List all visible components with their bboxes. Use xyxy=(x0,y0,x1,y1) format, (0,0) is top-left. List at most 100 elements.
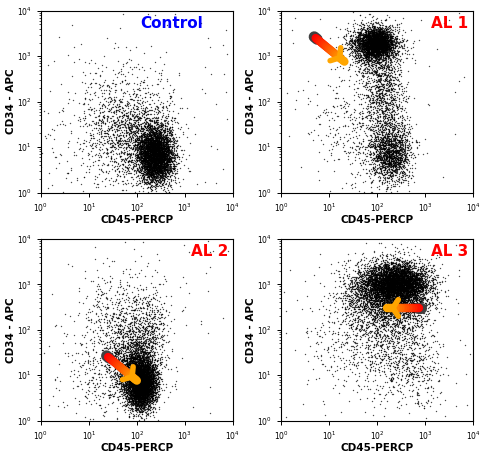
Point xyxy=(379,39,386,47)
Point xyxy=(368,14,376,21)
Point xyxy=(141,385,149,392)
Point xyxy=(157,319,165,327)
Point xyxy=(373,333,381,340)
Point xyxy=(369,43,377,50)
Point xyxy=(383,169,391,177)
Point xyxy=(382,140,390,147)
Point xyxy=(417,280,425,287)
Point xyxy=(118,325,126,332)
Point xyxy=(158,176,166,184)
Point xyxy=(375,265,383,272)
Point xyxy=(144,389,152,396)
Point xyxy=(164,139,172,146)
Point xyxy=(372,265,380,273)
Point xyxy=(127,340,135,347)
Point xyxy=(145,383,153,391)
Point xyxy=(410,282,417,289)
Point xyxy=(360,32,367,39)
Point xyxy=(396,281,403,288)
Point xyxy=(161,144,169,151)
Point xyxy=(369,269,377,276)
Point xyxy=(431,291,439,298)
Point xyxy=(383,301,391,308)
Point xyxy=(383,177,391,185)
Point xyxy=(340,280,347,287)
Point xyxy=(382,274,390,282)
Point xyxy=(368,46,376,54)
Point xyxy=(122,363,130,370)
Point xyxy=(138,366,146,373)
Point xyxy=(370,59,378,66)
Point xyxy=(135,147,142,154)
Point xyxy=(122,354,130,362)
Point xyxy=(139,374,146,381)
Point xyxy=(389,283,397,290)
Point xyxy=(336,278,344,285)
Point xyxy=(384,280,392,287)
Point xyxy=(410,278,418,285)
Point xyxy=(144,11,152,18)
Point xyxy=(383,158,391,165)
Point xyxy=(130,397,138,404)
Point xyxy=(145,373,153,381)
Point xyxy=(156,158,164,166)
Point xyxy=(388,22,396,29)
Point xyxy=(122,314,130,321)
Point xyxy=(385,69,393,77)
Point xyxy=(371,257,379,264)
Point xyxy=(365,109,373,117)
Point xyxy=(375,283,383,291)
Point xyxy=(384,267,392,274)
Point xyxy=(155,147,162,155)
Point xyxy=(358,358,366,366)
Point xyxy=(377,42,385,49)
Point xyxy=(145,164,153,172)
Point xyxy=(374,41,382,49)
Point xyxy=(153,152,160,159)
Point xyxy=(139,390,146,397)
Point xyxy=(380,167,387,174)
Point xyxy=(378,108,386,116)
Point xyxy=(139,375,146,383)
Point xyxy=(135,389,142,396)
Point xyxy=(128,304,136,311)
Point xyxy=(156,146,164,154)
Point xyxy=(129,388,137,396)
Point xyxy=(382,129,390,136)
Point xyxy=(142,362,150,369)
Point xyxy=(130,147,138,155)
Point xyxy=(148,366,156,374)
Point xyxy=(364,158,372,165)
Point xyxy=(149,153,156,160)
Point xyxy=(204,288,212,295)
Point xyxy=(366,25,374,33)
Point xyxy=(365,35,373,43)
Point xyxy=(136,386,144,394)
Point xyxy=(374,285,382,292)
Point xyxy=(403,327,411,334)
Point xyxy=(381,260,389,268)
Point xyxy=(376,34,383,42)
Point xyxy=(409,318,417,325)
Point xyxy=(345,39,353,47)
Point xyxy=(132,402,139,409)
Point xyxy=(137,362,145,369)
Point xyxy=(70,317,78,325)
Point xyxy=(133,352,140,359)
Point xyxy=(366,43,374,50)
Point xyxy=(384,146,392,153)
Point xyxy=(380,21,387,28)
Point xyxy=(388,378,396,385)
Point xyxy=(86,90,93,98)
Point xyxy=(146,145,154,152)
Point xyxy=(400,289,408,297)
Point xyxy=(379,43,386,50)
Point xyxy=(404,276,412,284)
Point xyxy=(398,292,405,299)
Point xyxy=(373,42,381,49)
Point xyxy=(347,62,354,69)
Point xyxy=(113,73,121,81)
Point xyxy=(386,153,394,161)
Point xyxy=(385,156,393,163)
Point xyxy=(452,380,460,387)
